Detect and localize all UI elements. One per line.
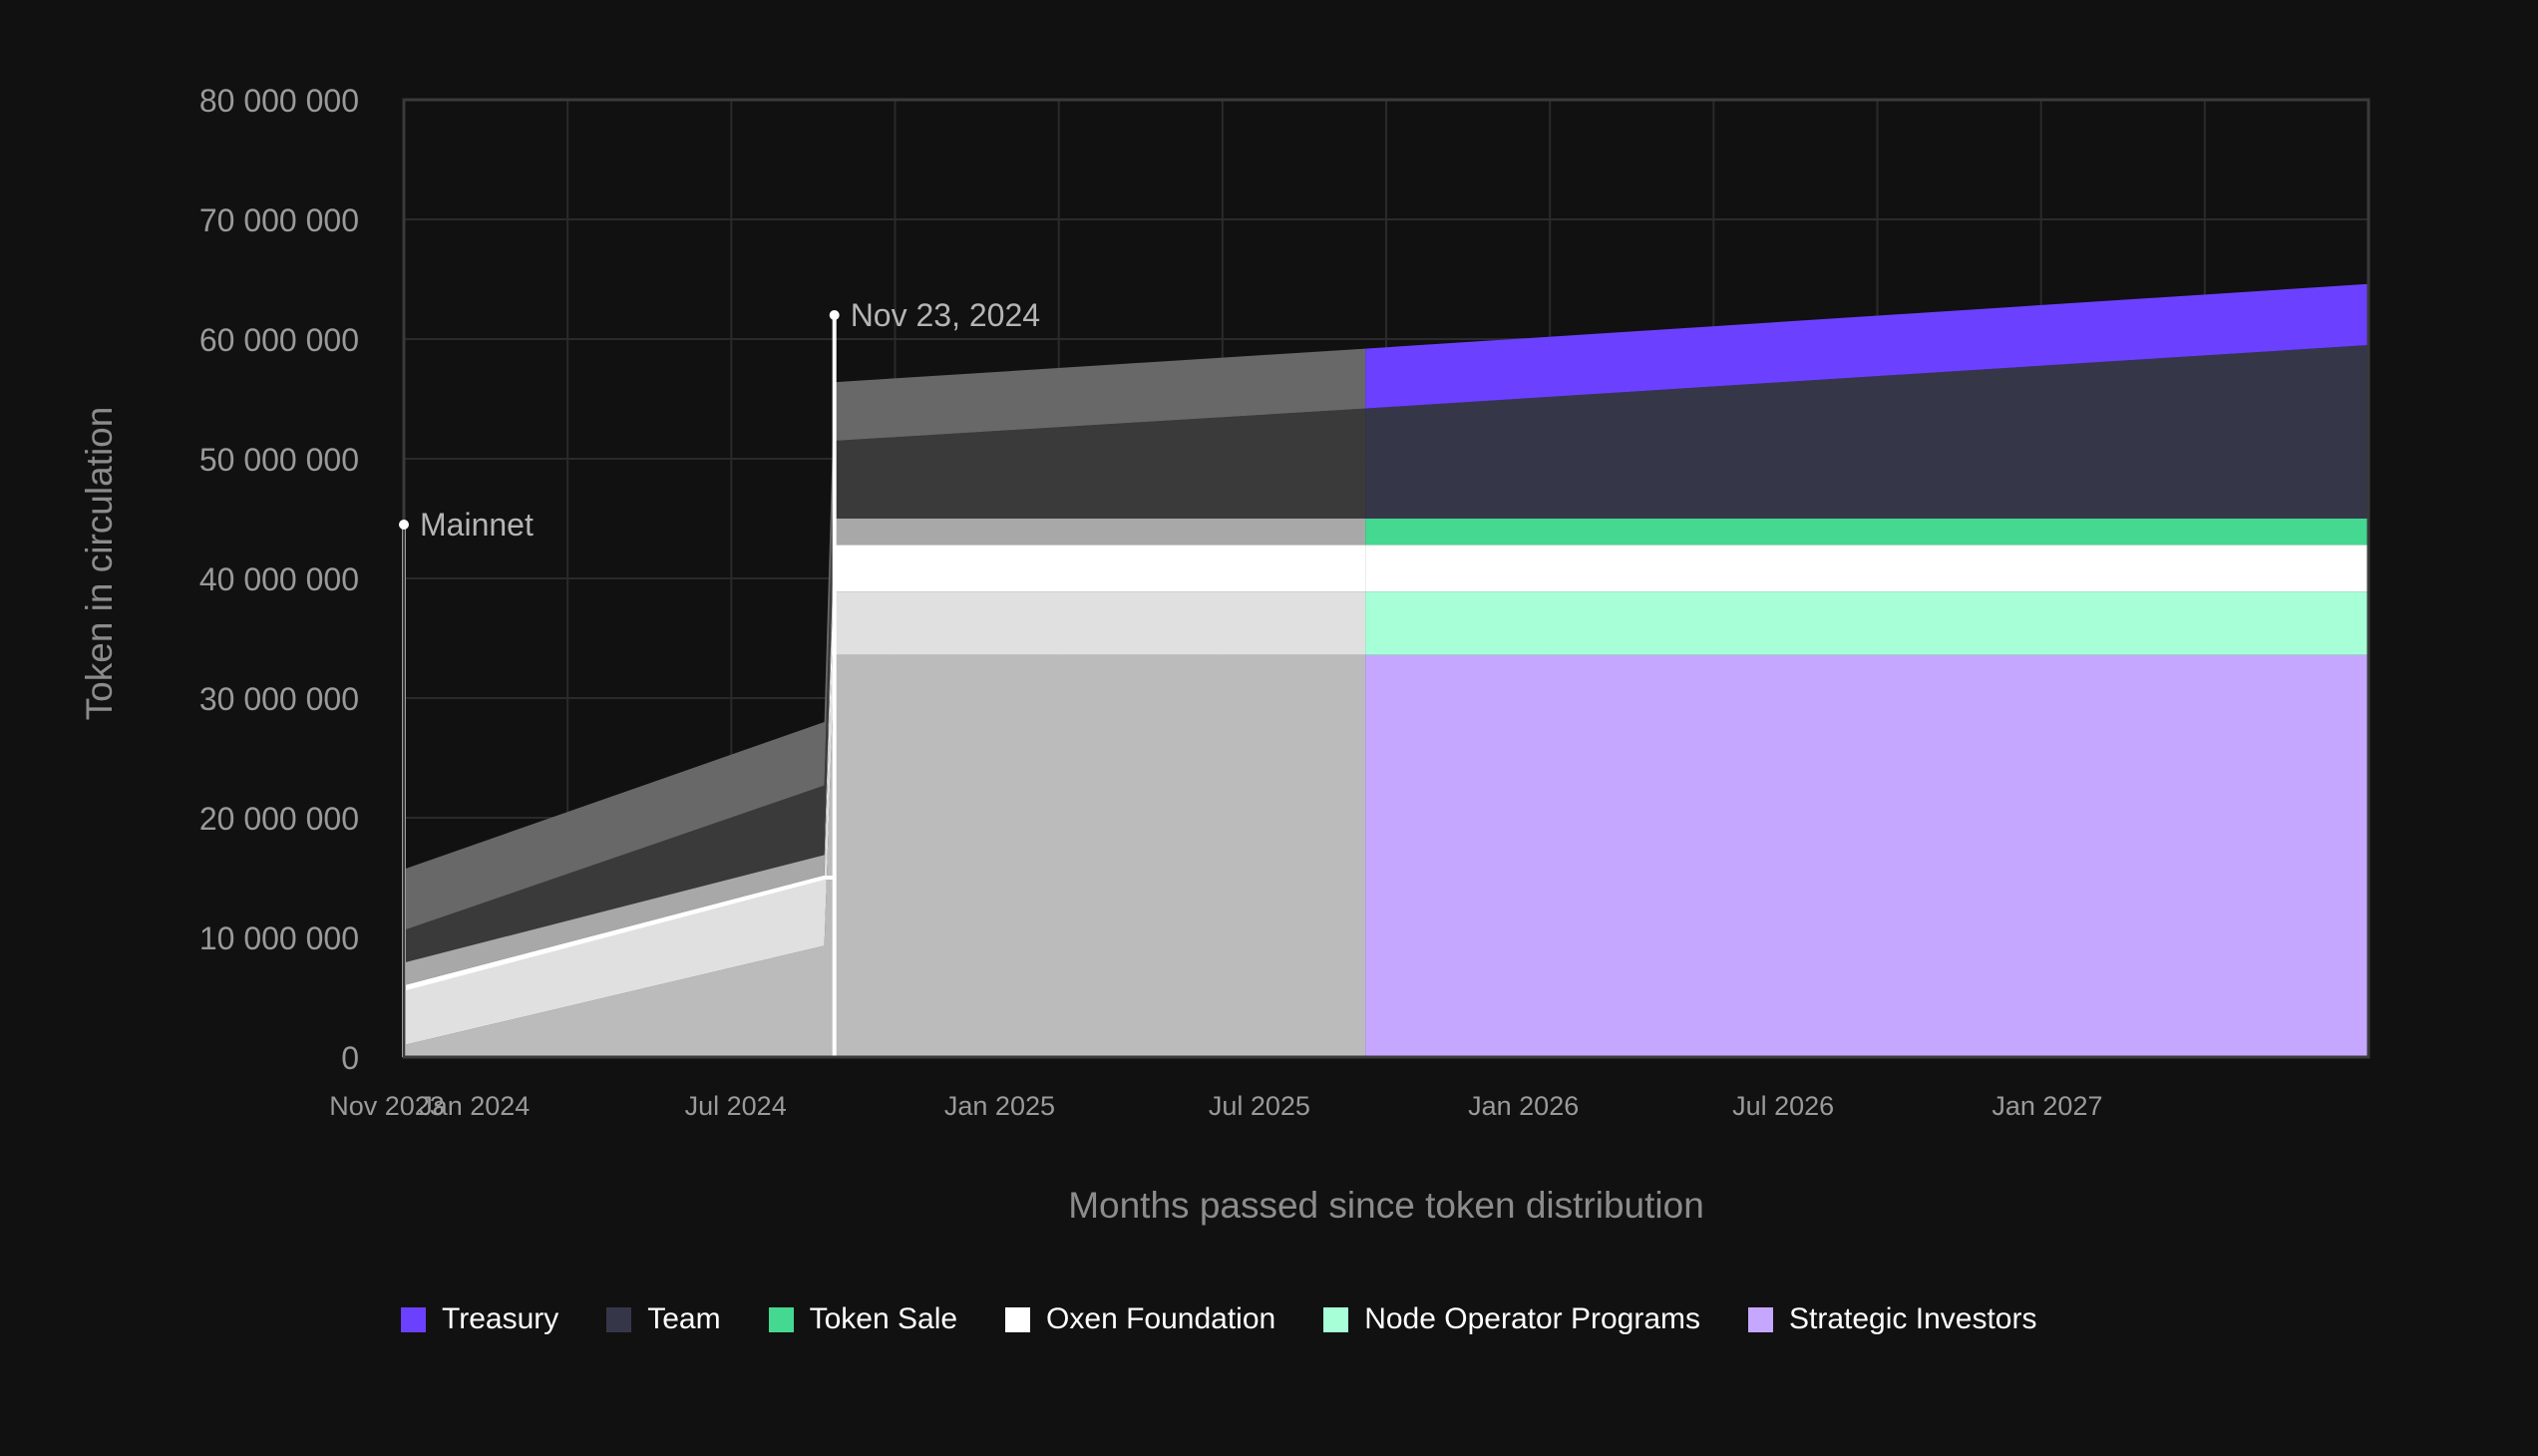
y-tick-label: 40 000 000 bbox=[199, 561, 359, 597]
y-tick-label: 50 000 000 bbox=[199, 442, 359, 478]
legend-label: Oxen Foundation bbox=[1046, 1302, 1276, 1335]
annotation-label: Nov 23, 2024 bbox=[851, 297, 1040, 333]
x-axis-title: Months passed since token distribution bbox=[1068, 1185, 1704, 1226]
x-tick-label: Jan 2026 bbox=[1468, 1091, 1579, 1121]
legend-swatch bbox=[1323, 1306, 1349, 1332]
area-oxen-foundation bbox=[1365, 545, 2368, 592]
stacked-areas bbox=[404, 283, 2368, 1057]
y-tick-label: 70 000 000 bbox=[199, 202, 359, 238]
area-oxen-foundation-muted bbox=[404, 545, 1366, 989]
x-tick-label: Nov 2023 bbox=[329, 1091, 445, 1121]
area-team-muted bbox=[404, 408, 1366, 963]
legend-item-token-sale: Token Sale bbox=[768, 1302, 958, 1336]
area-strategic-investors bbox=[1365, 654, 2368, 1057]
area-node-operator-programs-muted bbox=[404, 591, 1366, 1045]
area-treasury bbox=[1365, 283, 2368, 409]
x-tick-label: Jul 2024 bbox=[685, 1091, 787, 1121]
y-tick-label: 80 000 000 bbox=[199, 83, 359, 119]
y-tick-label: 0 bbox=[341, 1040, 359, 1076]
area-token-sale-muted bbox=[404, 519, 1366, 985]
legend-item-strategic-investors: Strategic Investors bbox=[1748, 1302, 2036, 1336]
y-tick-label: 60 000 000 bbox=[199, 322, 359, 358]
area-treasury-muted bbox=[404, 348, 1366, 930]
area-token-sale bbox=[1365, 519, 2368, 546]
legend-label: Team bbox=[647, 1302, 721, 1335]
legend-swatch bbox=[768, 1306, 794, 1332]
area-node-operator-programs bbox=[1365, 591, 2368, 655]
legend-swatch bbox=[606, 1306, 632, 1332]
y-tick-label: 30 000 000 bbox=[199, 681, 359, 717]
legend-swatch bbox=[401, 1306, 426, 1332]
legend-swatch bbox=[1748, 1306, 1774, 1332]
annotations: Mainnet Nov 23, 2024 bbox=[399, 297, 1040, 543]
area-strategic-investors-muted bbox=[404, 654, 1366, 1057]
x-tick-label: Jul 2025 bbox=[1209, 1091, 1310, 1121]
legend-item-oxen-foundation: Oxen Foundation bbox=[1005, 1302, 1275, 1336]
x-tick-label: Jan 2024 bbox=[419, 1091, 530, 1121]
y-tick-label: 20 000 000 bbox=[199, 801, 359, 837]
legend-label: Node Operator Programs bbox=[1364, 1302, 1701, 1335]
legend-swatch bbox=[1005, 1306, 1031, 1332]
area-team bbox=[1365, 345, 2368, 519]
annotation-marker bbox=[399, 520, 409, 530]
x-tick-label: Jul 2026 bbox=[1732, 1091, 1834, 1121]
circulation-line bbox=[403, 876, 835, 991]
legend: Treasury Team Token Sale Oxen Foundation Nod… bbox=[401, 1302, 2084, 1336]
legend-item-team: Team bbox=[606, 1302, 721, 1336]
y-axis-title: Token in circulation bbox=[79, 407, 120, 721]
annotation-label: Mainnet bbox=[420, 507, 534, 543]
annotation-marker bbox=[829, 310, 840, 320]
plot-frame bbox=[402, 98, 2370, 1059]
legend-item-treasury: Treasury bbox=[401, 1302, 558, 1336]
legend-label: Token Sale bbox=[809, 1302, 958, 1335]
y-tick-label: 10 000 000 bbox=[199, 920, 359, 956]
legend-item-node-operator-programs: Node Operator Programs bbox=[1323, 1302, 1700, 1336]
y-axis-ticks: 0 10 000 000 20 000 000 30 000 000 40 000 00… bbox=[199, 83, 359, 1076]
legend-label: Strategic Investors bbox=[1789, 1302, 2037, 1335]
x-tick-label: Jan 2025 bbox=[944, 1091, 1055, 1121]
x-tick-label: Jan 2027 bbox=[1992, 1091, 2102, 1121]
legend-label: Treasury bbox=[442, 1302, 559, 1335]
